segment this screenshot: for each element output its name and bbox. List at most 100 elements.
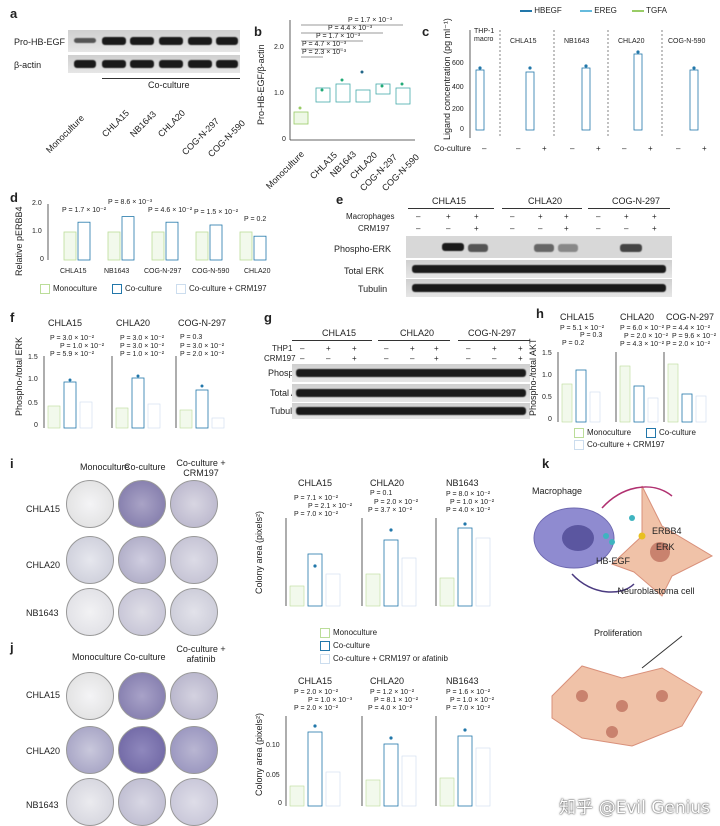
bar [63,231,77,261]
mark: + [624,212,629,221]
coculture-mark: – [676,144,681,153]
western-blot [292,364,530,382]
culture-dish [118,480,166,528]
column-label: Co-culture + afatinib [176,644,226,664]
group-label: NB1643 [564,38,590,45]
schematic-diagram [533,485,714,747]
mark: – [446,224,451,233]
column-label: Monoculture [72,652,122,662]
legend-item: EREG [580,6,617,15]
mark: + [474,224,479,233]
chart-title: CHLA15 [560,312,595,322]
p-value: P = 3.0 × 10⁻² [180,343,225,350]
mark: – [416,212,421,221]
bar [195,231,209,261]
y-tick: 2.0 [32,200,42,207]
chart-title: CHLA20 [370,478,405,488]
culture-dish [66,672,114,720]
panel-i: i Monoculture Co-culture Co-culture + CR… [0,456,250,636]
bar-chart [557,352,707,423]
mark: + [410,344,415,353]
mark: + [652,224,657,233]
mark: – [596,212,601,221]
legend-item: Monoculture [574,428,631,438]
group-label: COG-N-590 [668,38,706,45]
panel-b: b Pro-HB-EGF/β-actin P = 1.7 × 10⁻³ P = … [250,0,421,193]
blot-row-label: Tubulin [270,406,300,416]
chart-title: COG-N-297 [178,318,227,328]
legend-item: TGFA [632,6,667,15]
panel-i-charts: Colony area (pixels²) CHLA15 CHLA20 NB16… [250,470,510,620]
coculture-mark: – [622,144,627,153]
chart-title: CHLA15 [298,478,333,488]
category-label: COG-N-590 [192,268,230,275]
panel-c: c HBEGF EREG TGFA Ligand concentration (… [420,0,720,170]
mark: – [510,212,515,221]
mark: + [352,344,357,353]
y-tick: 0 [34,422,38,429]
p-value: P = 0.2 [562,340,585,347]
row-label: CHLA20 [26,560,61,570]
p-value: P = 2.0 × 10⁻² [624,333,669,340]
p-value: P = 1.0 × 10⁻³ [308,697,353,704]
culture-dish [66,588,114,636]
mark: + [434,344,439,353]
p-value: P = 0.2 [244,216,267,223]
panel-g: g CHLA15 CHLA20 COG-N-297 THP1 CRM197 – … [262,306,532,426]
panel-j: j Monoculture Co-culture Co-culture + af… [0,640,250,826]
chart-title: NB1643 [446,478,479,488]
bar [209,224,223,261]
p-value: P = 2.0 × 10⁻² [180,351,225,358]
mark: – [510,224,515,233]
p-value: P = 1.0 × 10⁻² [450,697,495,704]
category-label: CHLA15 [60,268,87,275]
y-tick: 0.5 [28,400,38,407]
y-tick: 0 [548,416,552,423]
panel-k: k Macrophage HB-EGF ERBB4 ERK Neuroblast… [512,456,720,756]
diagram-label: ERBB4 [652,526,682,536]
culture-dish [118,536,166,584]
y-tick: 1.0 [274,90,284,97]
legend-item: Co-culture + CRM197 [574,440,665,450]
western-blot [406,279,672,297]
panel-label: g [264,310,272,325]
legend-item: Monoculture [320,628,377,638]
y-tick: 0 [278,800,282,807]
lane-label: NB1643 [128,108,159,140]
condition-label: CRM197 [358,224,390,233]
blot-row-label: Pro-HB-EGF [14,37,66,47]
mark: + [564,212,569,221]
column-label: Co-culture + CRM197 [176,458,226,478]
p-value: P = 0.1 [370,490,393,497]
p-value: P = 7.0 × 10⁻² [294,511,339,518]
coculture-mark: – [482,144,487,153]
panel-e: e CHLA15 CHLA20 COG-N-297 Macrophages CR… [292,186,720,302]
column-label: Monoculture [80,462,130,472]
p-value: P = 3.0 × 10⁻² [50,335,95,342]
p-value: P = 2.3 × 10⁻³ [302,49,347,56]
y-tick: 1.0 [32,228,42,235]
diagram-label: Proliferation [594,628,643,638]
mark: + [538,212,543,221]
bar [151,231,165,261]
culture-dish [170,726,218,774]
blot-row-label: Tubulin [358,284,388,294]
y-tick: 0 [460,126,464,133]
bar [165,221,179,261]
mark: – [326,354,331,363]
mark: + [492,344,497,353]
culture-dish [66,778,114,826]
panel-label: d [10,190,18,205]
western-blot [68,30,240,52]
p-value: P = 1.0 × 10⁻² [60,343,105,350]
mark: – [410,354,415,363]
p-value: P = 5.9 × 10⁻² [50,351,95,358]
panel-label: h [536,306,544,321]
culture-dish [118,778,166,826]
condition-label: THP1 [272,344,293,353]
lane-label: Monoculture [44,112,87,156]
p-value: P = 4.3 × 10⁻² [620,341,665,348]
panel-label: j [10,640,14,655]
p-value: P = 9.6 × 10⁻² [672,333,717,340]
culture-dish [118,588,166,636]
